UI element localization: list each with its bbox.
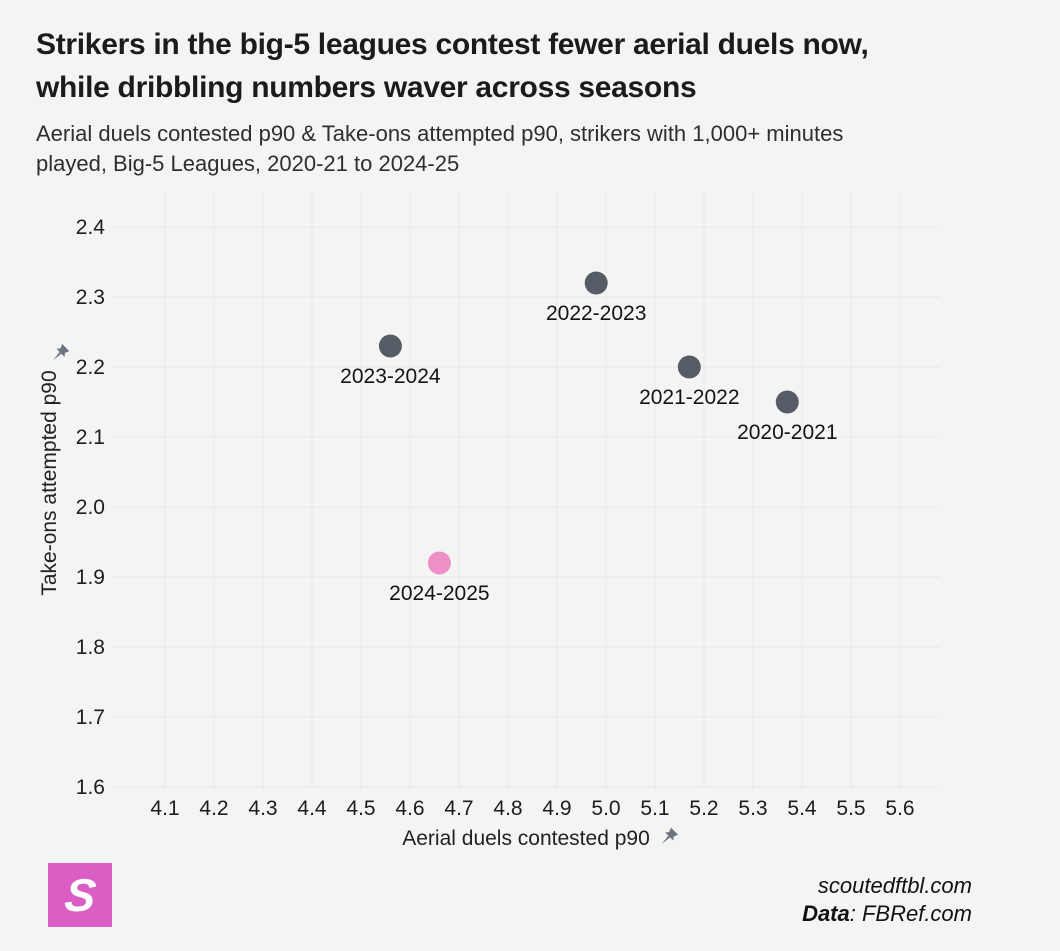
attribution-site: scoutedftbl.com xyxy=(817,873,972,898)
x-tick-label: 4.2 xyxy=(199,797,228,820)
scouted-logo-letter: S xyxy=(61,869,99,921)
x-tick-label: 4.5 xyxy=(346,797,375,820)
data-point xyxy=(677,355,701,379)
attribution-data-source: : FBRef.com xyxy=(849,901,972,927)
y-tick-label: 2.2 xyxy=(76,356,105,379)
x-tick-label: 4.6 xyxy=(395,797,424,820)
x-tick-label: 4.4 xyxy=(297,797,327,820)
x-axis-label: Aerial duels contested p90 xyxy=(402,827,650,850)
pushpin-icon xyxy=(53,344,70,361)
data-point xyxy=(584,271,608,295)
y-tick-label: 1.7 xyxy=(76,706,105,729)
x-tick-label: 4.8 xyxy=(493,797,522,820)
y-axis-label: Take-ons attempted p90 xyxy=(38,370,61,595)
x-tick-label: 5.5 xyxy=(836,797,865,820)
x-tick-label: 4.7 xyxy=(444,797,473,820)
y-tick-label: 1.9 xyxy=(76,566,105,589)
data-point xyxy=(378,334,402,358)
x-tick-label: 5.4 xyxy=(787,797,817,820)
chart-header: Strikers in the big-5 leagues contest fe… xyxy=(36,24,1036,179)
data-point-label: 2020-2021 xyxy=(737,421,837,444)
attribution-data-label: Data xyxy=(802,901,850,927)
x-tick-label: 5.6 xyxy=(885,797,914,820)
data-point-label: 2022-2023 xyxy=(546,302,646,325)
data-point-label: 2023-2024 xyxy=(340,365,441,388)
attribution: scoutedftbl.com Data: FBRef.com xyxy=(802,872,972,928)
chart-subtitle-line2: played, Big-5 Leagues, 2020-21 to 2024-2… xyxy=(36,150,460,176)
x-tick-label: 4.1 xyxy=(150,797,179,820)
y-tick-label: 2.4 xyxy=(76,216,106,239)
pushpin-icon xyxy=(661,827,679,844)
attribution-source: Data: FBRef.com xyxy=(802,900,972,928)
chart-subtitle-line1: Aerial duels contested p90 & Take-ons at… xyxy=(36,120,844,146)
y-tick-label: 2.1 xyxy=(76,426,105,449)
data-point-highlight xyxy=(427,551,451,575)
x-tick-label: 5.0 xyxy=(591,797,620,820)
x-tick-label: 4.3 xyxy=(248,797,277,820)
data-point xyxy=(775,390,799,414)
x-tick-label: 5.3 xyxy=(738,797,767,820)
chart-title-line2: while dribbling numbers waver across sea… xyxy=(36,70,697,104)
chart-title: Strikers in the big-5 leagues contest fe… xyxy=(36,24,1036,110)
y-tick-label: 1.6 xyxy=(76,776,105,799)
x-tick-label: 4.9 xyxy=(542,797,571,820)
x-tick-label: 5.1 xyxy=(640,797,669,820)
chart-title-line1: Strikers in the big-5 leagues contest fe… xyxy=(36,28,869,61)
chart-subtitle: Aerial duels contested p90 & Take-ons at… xyxy=(36,119,1036,179)
data-point-label: 2021-2022 xyxy=(639,386,739,409)
scouted-logo: S xyxy=(48,863,112,927)
x-tick-label: 5.2 xyxy=(689,797,718,820)
y-tick-label: 2.0 xyxy=(76,496,105,519)
data-point-label: 2024-2025 xyxy=(389,582,489,605)
y-tick-label: 2.3 xyxy=(76,286,105,309)
y-tick-label: 1.8 xyxy=(76,636,105,659)
